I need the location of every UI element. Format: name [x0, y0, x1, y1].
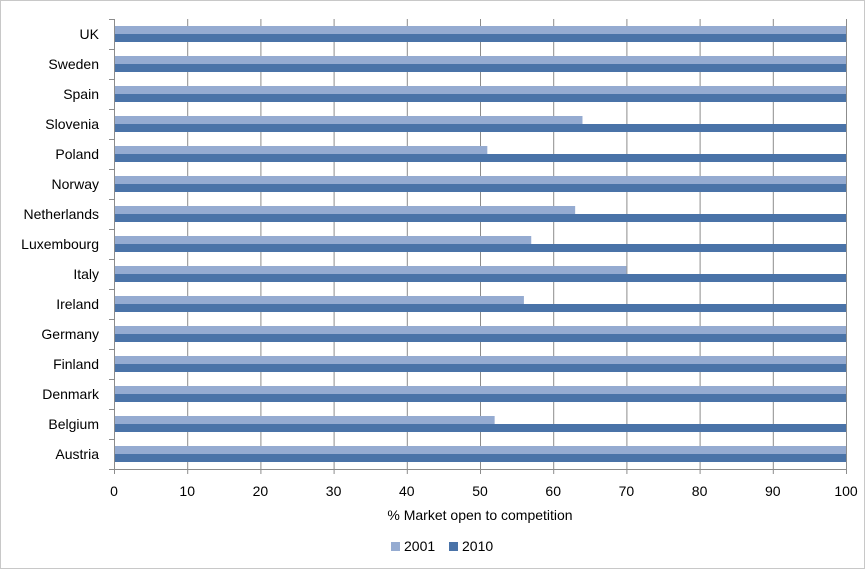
bar-2010-luxembourg — [115, 244, 846, 252]
bar-2010-spain — [115, 94, 846, 102]
category-label: Netherlands — [24, 206, 100, 222]
category-label: Denmark — [42, 386, 100, 402]
legend-label-2010: 2010 — [462, 538, 493, 554]
category-label: Norway — [52, 176, 99, 192]
bar-2010-italy — [115, 274, 846, 282]
bar-2001-germany — [115, 326, 846, 334]
bar-2010-austria — [115, 454, 846, 462]
bar-2001-netherlands — [115, 206, 576, 214]
bar-2010-belgium — [115, 424, 846, 432]
category-label: Sweden — [48, 56, 99, 72]
bar-2001-spain — [115, 86, 846, 94]
legend: 2001 2010 — [391, 538, 493, 554]
x-tick-labels: 0 10 20 30 40 50 60 70 80 90 100 — [110, 483, 858, 499]
bar-2001-luxembourg — [115, 236, 532, 244]
x-tick-label: 50 — [472, 483, 488, 499]
bar-2010-sweden — [115, 64, 846, 72]
category-label: Ireland — [56, 296, 99, 312]
bar-2001-sweden — [115, 56, 846, 64]
axes — [109, 19, 847, 474]
x-tick-label: 30 — [326, 483, 342, 499]
bar-2010-netherlands — [115, 214, 846, 222]
bars — [115, 26, 846, 462]
x-tick-label: 40 — [399, 483, 415, 499]
category-label: Belgium — [48, 416, 99, 432]
bar-2010-denmark — [115, 394, 846, 402]
category-label: Luxembourg — [21, 236, 99, 252]
category-label: UK — [80, 26, 100, 42]
x-tick-label: 90 — [765, 483, 781, 499]
bar-2001-uk — [115, 26, 846, 34]
bar-2010-norway — [115, 184, 846, 192]
bar-2010-uk — [115, 34, 846, 42]
bar-2001-poland — [115, 146, 488, 154]
bar-2001-austria — [115, 446, 846, 454]
category-label: Germany — [41, 326, 99, 342]
x-tick-label: 60 — [545, 483, 561, 499]
x-tick-label: 70 — [619, 483, 635, 499]
bar-2010-slovenia — [115, 124, 846, 132]
category-label: Finland — [53, 356, 99, 372]
bar-2010-germany — [115, 334, 846, 342]
x-tick-label: 0 — [110, 483, 118, 499]
bar-2001-slovenia — [115, 116, 583, 124]
x-tick-label: 10 — [179, 483, 195, 499]
bar-2001-belgium — [115, 416, 495, 424]
bar-2001-italy — [115, 266, 627, 274]
bar-2010-finland — [115, 364, 846, 372]
bar-2001-norway — [115, 176, 846, 184]
category-labels: UK Sweden Spain Slovenia Poland Norway Netherl… — [21, 26, 100, 462]
legend-label-2001: 2001 — [404, 538, 435, 554]
x-axis-title: % Market open to competition — [387, 507, 572, 523]
legend-swatch-2001 — [391, 542, 400, 551]
category-label: Slovenia — [45, 116, 99, 132]
category-label: Poland — [55, 146, 99, 162]
category-label: Italy — [73, 266, 99, 282]
bar-2001-ireland — [115, 296, 524, 304]
category-label: Spain — [63, 86, 99, 102]
x-tick-label: 20 — [253, 483, 269, 499]
category-label: Austria — [55, 446, 99, 462]
bar-2010-poland — [115, 154, 846, 162]
bar-2010-ireland — [115, 304, 846, 312]
x-tick-label: 100 — [834, 483, 858, 499]
x-tick-label: 80 — [692, 483, 708, 499]
legend-swatch-2010 — [449, 542, 458, 551]
bar-2001-finland — [115, 356, 846, 364]
bar-2001-denmark — [115, 386, 846, 394]
